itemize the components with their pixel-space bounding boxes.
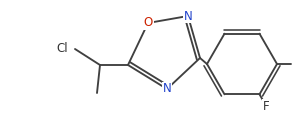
Text: Cl: Cl [56, 42, 68, 56]
Text: N: N [184, 10, 192, 23]
Text: N: N [163, 83, 171, 95]
Text: F: F [263, 100, 270, 113]
Text: O: O [143, 16, 152, 30]
